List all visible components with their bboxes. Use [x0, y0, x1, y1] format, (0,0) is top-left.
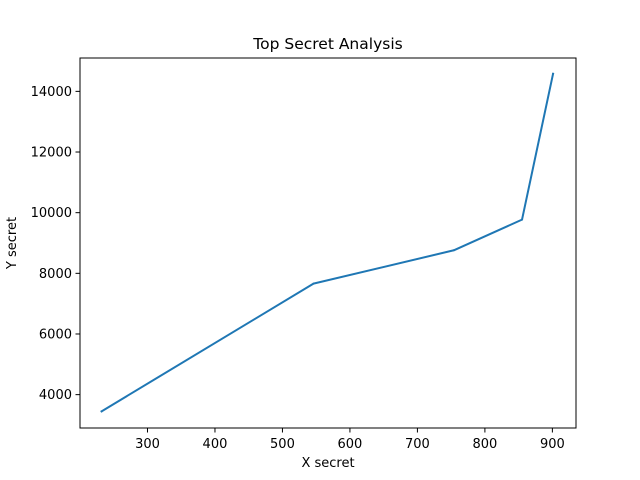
data-point [552, 72, 555, 75]
series-layer [100, 72, 555, 413]
x-tick-label: 300 [135, 437, 160, 452]
y-tick-label: 14000 [31, 85, 72, 100]
y-axis: 4000 6000 8000 10000 12000 14000 [31, 85, 80, 403]
data-point [452, 249, 455, 252]
chart-title: Top Secret Analysis [252, 35, 402, 53]
plot-frame [79, 57, 577, 429]
y-tick-label: 4000 [39, 388, 72, 403]
x-axis-label: X secret [301, 456, 354, 471]
data-point [100, 410, 103, 413]
x-axis: 300 400 500 600 700 800 900 [135, 428, 565, 452]
data-point [521, 218, 524, 221]
y-tick-label: 6000 [39, 327, 72, 342]
x-tick-label: 500 [270, 437, 295, 452]
y-axis-label: Y secret [5, 217, 20, 270]
data-point [312, 282, 315, 285]
y-tick-label: 12000 [31, 146, 72, 161]
x-tick-label: 400 [203, 437, 228, 452]
y-tick-label: 8000 [39, 267, 72, 282]
y-tick-label: 10000 [31, 206, 72, 221]
x-tick-label: 900 [540, 437, 565, 452]
x-tick-label: 800 [472, 437, 497, 452]
x-tick-label: 700 [405, 437, 430, 452]
x-tick-label: 600 [338, 437, 363, 452]
